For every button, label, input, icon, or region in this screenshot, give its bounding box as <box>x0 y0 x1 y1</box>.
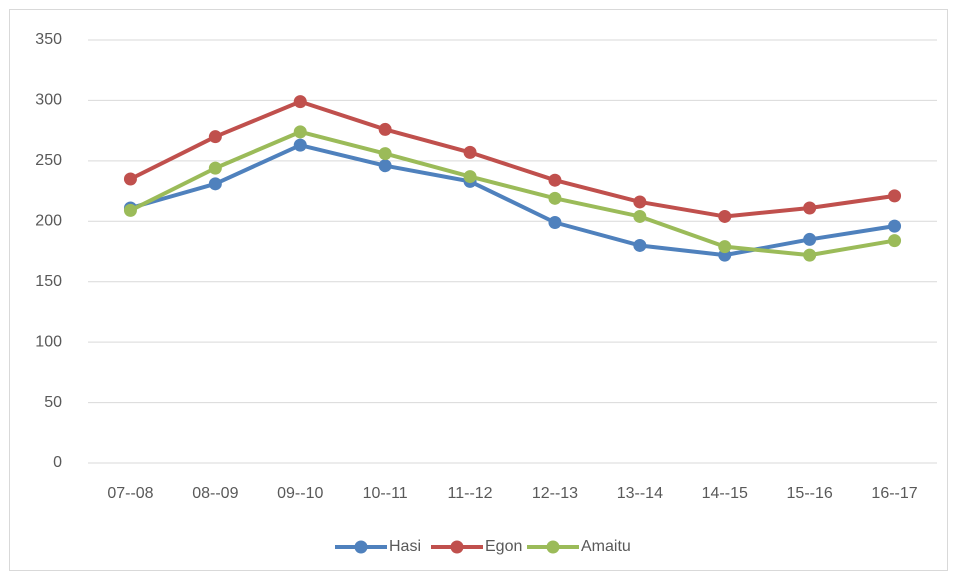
y-tick-label: 50 <box>44 394 62 411</box>
point <box>803 248 817 262</box>
point <box>378 159 392 173</box>
point <box>718 209 732 223</box>
x-tick-label: 09--10 <box>277 485 323 502</box>
point <box>548 173 562 187</box>
point <box>718 240 732 254</box>
y-tick-label: 0 <box>53 454 62 471</box>
legend-marker <box>450 540 464 554</box>
point <box>803 201 817 215</box>
point <box>378 147 392 161</box>
legend-label: Amaitu <box>581 538 631 555</box>
point <box>888 234 902 248</box>
point <box>803 232 817 246</box>
point <box>633 195 647 209</box>
y-tick-label: 150 <box>35 273 62 290</box>
x-tick-label: 15--16 <box>787 485 833 502</box>
x-tick-label: 07--08 <box>107 485 153 502</box>
point <box>888 219 902 233</box>
point <box>463 170 477 184</box>
point <box>548 191 562 205</box>
x-tick-label: 13--14 <box>617 485 663 502</box>
legend-label: Egon <box>485 538 522 555</box>
x-tick-label: 14--15 <box>702 485 748 502</box>
legend-label: Hasi <box>389 538 421 555</box>
y-tick-label: 350 <box>35 31 62 48</box>
point <box>888 189 902 203</box>
point <box>378 122 392 136</box>
x-tick-label: 12--13 <box>532 485 578 502</box>
point <box>293 95 307 109</box>
y-tick-label: 200 <box>35 213 62 230</box>
point <box>463 145 477 159</box>
point <box>293 138 307 152</box>
x-tick-label: 11--12 <box>448 485 493 502</box>
point <box>208 161 222 175</box>
point <box>208 130 222 144</box>
point <box>293 125 307 139</box>
point <box>633 209 647 223</box>
series-line <box>129 129 895 258</box>
series-line <box>129 143 895 258</box>
point <box>633 238 647 252</box>
point <box>123 203 137 217</box>
point <box>123 172 137 186</box>
y-tick-label: 100 <box>35 333 62 350</box>
point <box>208 177 222 191</box>
y-tick-label: 300 <box>35 92 62 109</box>
x-tick-label: 10--11 <box>363 485 408 502</box>
x-tick-label: 16--17 <box>871 485 917 502</box>
y-tick-label: 250 <box>35 152 62 169</box>
series-line <box>129 99 895 219</box>
point <box>548 215 562 229</box>
legend-marker <box>546 540 560 554</box>
chart-border <box>9 9 948 571</box>
x-tick-label: 08--09 <box>192 485 238 502</box>
legend-marker <box>354 540 368 554</box>
